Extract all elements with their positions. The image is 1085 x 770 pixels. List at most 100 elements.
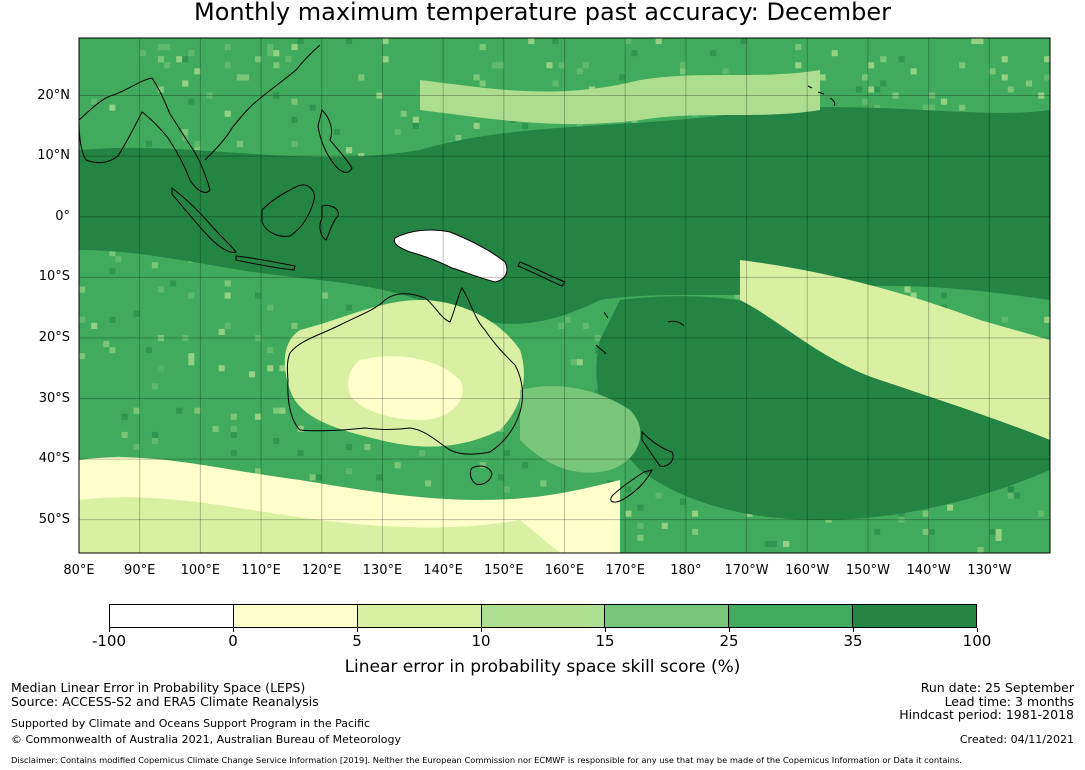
grid-cell: [291, 98, 298, 105]
grid-cell: [564, 316, 571, 323]
grid-cell: [971, 38, 978, 45]
latitude-label: 10°S: [38, 269, 70, 285]
grid-cell: [291, 44, 298, 51]
grid-cell: [594, 389, 602, 396]
grid-cell: [218, 147, 225, 154]
grid-cell: [637, 522, 644, 529]
grid-cell: [230, 425, 237, 432]
grid-cell: [710, 50, 717, 57]
grid-cell: [188, 98, 195, 105]
longitude-label: 130°E: [362, 563, 403, 578]
grid-cell: [376, 62, 383, 69]
grid-cell: [242, 74, 249, 81]
grid-cell: [734, 292, 741, 299]
grid-cell: [103, 341, 110, 348]
grid-cell: [473, 122, 480, 129]
region-pacific-high-skill: [79, 107, 1050, 324]
grid-cell: [922, 104, 929, 111]
grid-cell: [837, 68, 844, 75]
grid-cell: [418, 450, 426, 457]
grid-cell: [528, 450, 535, 457]
grid-cell: [783, 540, 790, 548]
grid-cell: [267, 50, 274, 57]
grid-cell: [85, 56, 92, 63]
colorbar-segment: [729, 605, 854, 627]
grid-cell: [831, 50, 838, 57]
colorbar-tick-label: 0: [228, 632, 238, 650]
colorbar-segment: [110, 605, 234, 627]
grid-cell: [989, 68, 996, 75]
grid-cell: [910, 68, 917, 75]
grid-cell: [540, 480, 547, 487]
grid-cell: [503, 450, 510, 457]
grid-cell: [188, 50, 195, 57]
grid-cell: [898, 56, 905, 63]
grid-cell: [315, 474, 322, 481]
grid-cell: [953, 62, 960, 69]
grid-cell: [291, 116, 298, 123]
grid-cell: [224, 292, 231, 299]
philippines-coastline: [317, 109, 353, 173]
colorbar-tick: [853, 628, 854, 632]
grid-cell: [230, 334, 237, 342]
borneo-coastline: [261, 184, 315, 237]
grid-cell: [904, 286, 911, 293]
grid-cell: [491, 62, 498, 69]
grid-cell: [412, 468, 419, 475]
longitude-label: 170°E: [605, 563, 645, 578]
longitude-label: 150°E: [484, 563, 524, 578]
grid-cell: [959, 62, 966, 69]
latitude-label: 0°: [55, 208, 70, 224]
grid-cell: [637, 504, 644, 511]
grid-cell: [376, 92, 383, 99]
grid-cell: [315, 153, 322, 160]
new-zealand-south: [610, 469, 653, 503]
grid-cell: [546, 62, 553, 69]
grid-cell: [631, 50, 638, 57]
map-title: Monthly maximum temperature past accurac…: [194, 0, 891, 26]
grid-cell: [109, 268, 116, 275]
grid-cell: [157, 86, 165, 93]
grid-cell: [133, 407, 140, 414]
grid-cell: [473, 444, 480, 451]
grid-cell: [188, 359, 195, 366]
grid-cell: [364, 444, 371, 451]
grid-cell: [194, 407, 201, 414]
grid-cell: [176, 304, 183, 311]
solomon-islands: [517, 261, 566, 287]
grid-cell: [291, 444, 298, 451]
colorbar-tick-label: -100: [91, 632, 127, 650]
grid-cell: [346, 444, 353, 451]
latitude-label: 40°S: [38, 451, 70, 467]
grid-cell: [273, 92, 280, 99]
grid-cell: [558, 62, 565, 69]
grid-cell: [255, 292, 262, 299]
grid-cell: [989, 528, 996, 535]
grid-cell: [145, 141, 152, 148]
grid-cell: [1013, 86, 1020, 93]
asia-mainland-coastline: [79, 44, 321, 193]
grid-cell: [255, 56, 262, 63]
grid-cell: [91, 56, 98, 63]
grid-cell: [255, 413, 262, 420]
colorbar-tick: [109, 628, 110, 632]
grid-cell: [491, 74, 498, 81]
skill-score-map: [78, 37, 1051, 554]
colorbar-segment: [605, 605, 730, 627]
grid-cell: [242, 425, 249, 432]
grid-cell: [770, 540, 778, 548]
grid-cell: [965, 62, 972, 69]
grid-cell: [194, 68, 201, 75]
grid-cell: [91, 322, 98, 329]
grid-cell: [449, 134, 456, 142]
lead-time: Lead time: 3 months: [944, 694, 1074, 709]
grid-cell: [218, 353, 225, 360]
grid-cell: [109, 316, 116, 323]
grid-cell: [764, 540, 772, 548]
grid-cell: [115, 104, 122, 111]
grid-cell: [977, 547, 984, 553]
latitude-label: 20°N: [37, 87, 70, 103]
support-label: Supported by Climate and Oceans Support …: [11, 717, 371, 730]
grid-cell: [655, 38, 662, 45]
grid-cell: [230, 431, 237, 438]
